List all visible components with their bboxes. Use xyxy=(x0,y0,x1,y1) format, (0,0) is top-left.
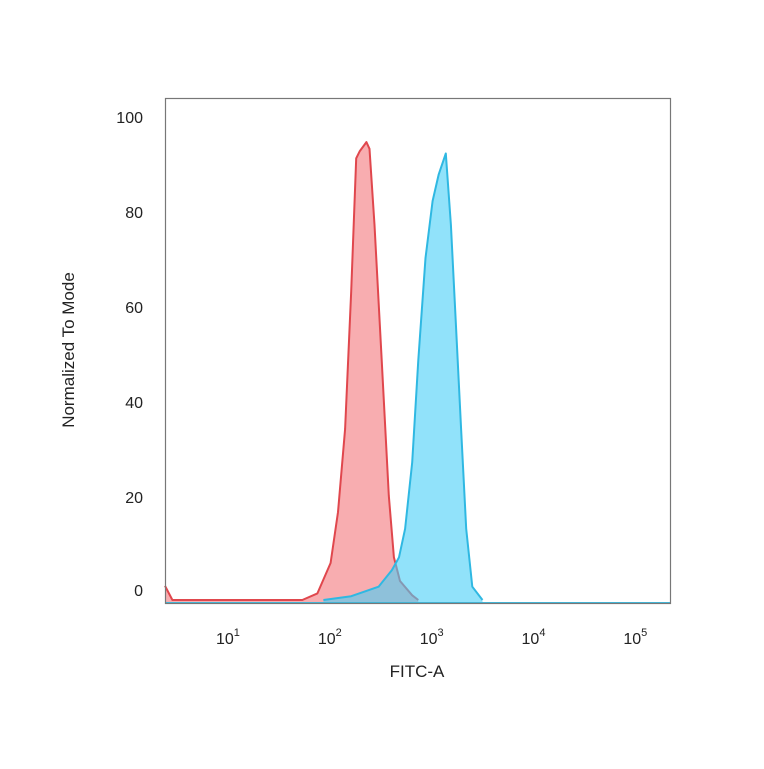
x-tick-label: 103 xyxy=(420,627,444,648)
y-tick-label: 100 xyxy=(116,110,143,127)
x-tick-label: 101 xyxy=(216,627,240,648)
x-tick-label: 102 xyxy=(318,627,342,648)
series-1-line xyxy=(164,141,419,601)
y-tick-label: 80 xyxy=(125,205,143,222)
x-tick-label: 104 xyxy=(522,627,546,648)
y-tick-label: 20 xyxy=(125,490,143,507)
series-2-line xyxy=(323,152,484,601)
y-tick-label: 60 xyxy=(125,300,143,317)
x-tick-label: 105 xyxy=(623,627,647,648)
x-axis-title: FITC-A xyxy=(390,662,445,681)
plot-frame xyxy=(164,97,672,605)
series-layer xyxy=(164,141,670,604)
series-1-fill xyxy=(165,142,419,603)
y-tick-label: 0 xyxy=(134,583,143,600)
y-tick-label: 40 xyxy=(125,395,143,412)
x-tick-labels: 101 102 103 104 105 xyxy=(216,627,647,648)
series-2-fill xyxy=(323,153,483,603)
y-tick-labels: 0 20 40 60 80 100 xyxy=(116,110,143,600)
y-axis-title: Normalized To Mode xyxy=(59,272,78,428)
